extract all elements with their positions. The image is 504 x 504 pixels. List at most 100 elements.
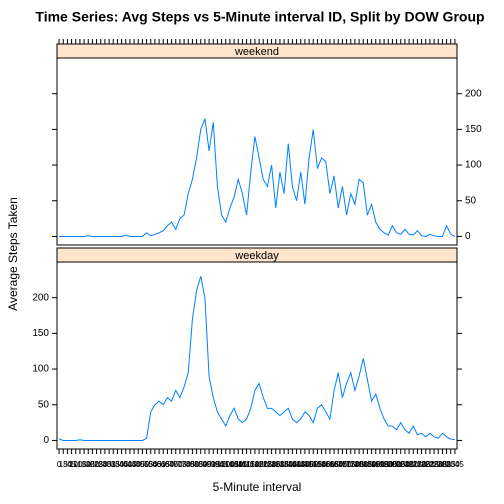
x-tick-label: 2015 xyxy=(388,460,406,469)
x-tick-label: 215 xyxy=(90,460,104,469)
x-tick-label: 945 xyxy=(215,460,229,469)
data-line xyxy=(59,118,456,237)
x-tick-label: 1715 xyxy=(338,460,356,469)
x-tick-label: 1515 xyxy=(304,460,322,469)
x-tick-label: 145 xyxy=(82,460,96,469)
x-tick-label: 715 xyxy=(173,460,187,469)
strip-label: weekend xyxy=(234,46,279,58)
y-tick-label: 100 xyxy=(32,364,49,375)
x-tick-label: 1545 xyxy=(313,460,331,469)
x-tick-label: 1600 xyxy=(317,460,335,469)
y-tick-label: 200 xyxy=(465,88,482,99)
x-tick-label: 615 xyxy=(157,460,171,469)
x-tick-label: 200 xyxy=(86,460,100,469)
x-tick-label: 2100 xyxy=(400,460,418,469)
chart-title: Time Series: Avg Steps vs 5-Minute inter… xyxy=(35,9,484,25)
x-tick-label: 245 xyxy=(98,460,112,469)
x-tick-label: 1330 xyxy=(275,460,293,469)
x-tick-label: 1045 xyxy=(229,460,247,469)
x-tick-label: 1800 xyxy=(350,460,368,469)
data-line xyxy=(58,276,456,441)
x-tick-label: 345 xyxy=(115,460,129,469)
x-tick-label: 445 xyxy=(132,460,146,469)
x-tick-label: 830 xyxy=(194,460,208,469)
x-tick-label: 1945 xyxy=(379,460,397,469)
strip-label: weekday xyxy=(234,250,279,262)
x-tick-label: 915 xyxy=(207,460,221,469)
x-tick-label: 2330 xyxy=(442,460,460,469)
x-tick-label: 1830 xyxy=(359,460,377,469)
x-tick-label: 1415 xyxy=(288,460,306,469)
y-tick-label: 0 xyxy=(465,231,471,242)
x-tick-label: 1430 xyxy=(292,460,310,469)
x-tick-label: 2300 xyxy=(434,460,452,469)
x-tick-label: 1530 xyxy=(309,460,327,469)
x-tick-label: 2130 xyxy=(409,460,427,469)
x-tick-label: 230 xyxy=(94,460,108,469)
x-tick-label: 1145 xyxy=(246,460,264,469)
panel-frame xyxy=(56,57,458,246)
x-tick-label: 1130 xyxy=(242,460,260,469)
x-tick-label: 315 xyxy=(107,460,121,469)
x-tick-label: 1000 xyxy=(217,460,235,469)
x-tick-label: 2145 xyxy=(413,460,431,469)
x-tick-label: 815 xyxy=(190,460,204,469)
x-tick-label: 1730 xyxy=(342,460,360,469)
x-tick-label: 1745 xyxy=(346,460,364,469)
x-tick-label: 2315 xyxy=(438,460,456,469)
x-tick-label: 500 xyxy=(136,460,150,469)
x-tick-label: 1115 xyxy=(238,460,255,469)
x-tick-label: 2345 xyxy=(446,460,464,469)
x-tick-label: 600 xyxy=(152,460,166,469)
x-tick-label: 1230 xyxy=(259,460,277,469)
y-tick-label: 100 xyxy=(465,160,482,171)
x-tick-label: 2000 xyxy=(384,460,402,469)
x-tick-label: 1845 xyxy=(363,460,381,469)
x-tick-label: 1615 xyxy=(321,460,339,469)
y-tick-label: 150 xyxy=(465,124,482,135)
x-tick-label: 2245 xyxy=(429,460,447,469)
x-tick-label: 700 xyxy=(169,460,183,469)
x-tick-label: 1015 xyxy=(221,460,239,469)
y-tick-label: 50 xyxy=(38,399,50,410)
x-tick-label: 115 xyxy=(74,460,87,469)
x-tick-label: 530 xyxy=(144,460,158,469)
x-tick-label: 1500 xyxy=(300,460,318,469)
x-tick-label: 30 xyxy=(63,460,72,469)
x-tick-label: 130 xyxy=(77,460,91,469)
x-tick-label: 15 xyxy=(59,460,68,469)
x-tick-label: 900 xyxy=(202,460,216,469)
x-tick-label: 645 xyxy=(165,460,179,469)
x-tick-label: 2215 xyxy=(421,460,439,469)
x-tick-label: 1200 xyxy=(250,460,268,469)
x-tick-label: 330 xyxy=(111,460,125,469)
x-tick-label: 800 xyxy=(186,460,200,469)
x-tick-label: 2030 xyxy=(392,460,410,469)
y-tick-label: 150 xyxy=(32,328,49,339)
x-tick-label: 930 xyxy=(211,460,225,469)
x-tick-label: 1215 xyxy=(254,460,272,469)
x-tick-label: 1700 xyxy=(334,460,352,469)
x-tick-label: 2200 xyxy=(417,460,435,469)
x-tick-label: 1345 xyxy=(279,460,297,469)
x-tick-label: 1100 xyxy=(234,460,252,469)
x-tick-label: 730 xyxy=(177,460,191,469)
x-tick-label: 845 xyxy=(198,460,212,469)
x-tick-label: 2230 xyxy=(425,460,443,469)
y-tick-label: 0 xyxy=(43,435,49,446)
x-tick-label: 45 xyxy=(67,460,76,469)
y-tick-label: 50 xyxy=(465,195,477,206)
panel-frame xyxy=(56,261,458,450)
x-tick-label: 300 xyxy=(102,460,116,469)
x-tick-label: 1030 xyxy=(225,460,243,469)
x-tick-label: 1445 xyxy=(296,460,314,469)
x-tick-label: 0 xyxy=(57,460,62,469)
x-tick-label: 400 xyxy=(119,460,133,469)
y-tick-label: 200 xyxy=(32,292,49,303)
x-tick-label: 1900 xyxy=(367,460,385,469)
x-tick-label: 2115 xyxy=(405,460,423,469)
x-tick-label: 630 xyxy=(161,460,175,469)
x-tick-label: 1315 xyxy=(271,460,289,469)
x-tick-label: 1930 xyxy=(375,460,393,469)
